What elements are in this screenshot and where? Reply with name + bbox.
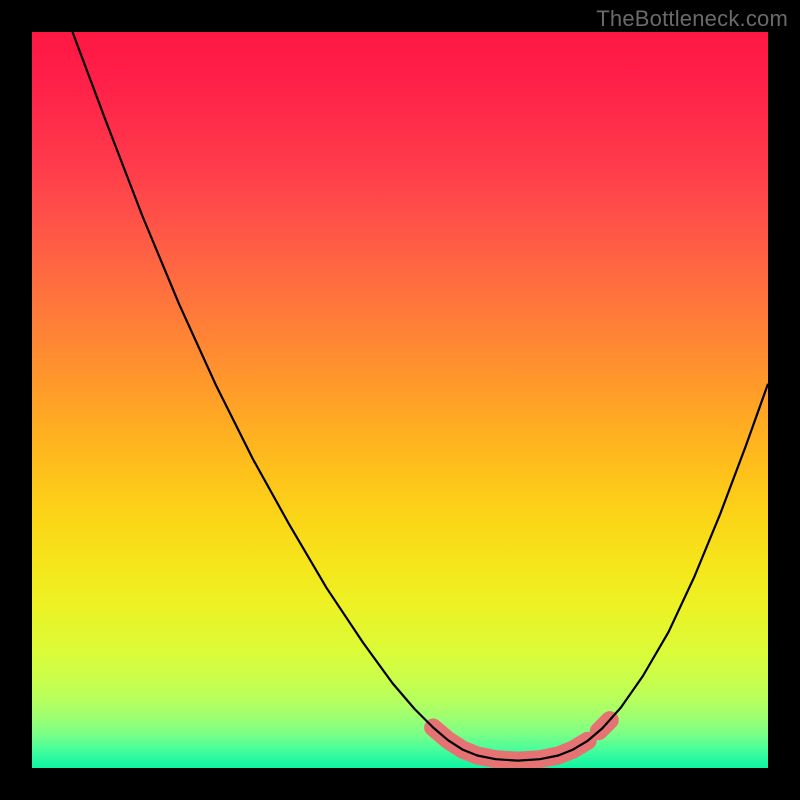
chart-svg bbox=[32, 32, 768, 768]
chart-background bbox=[32, 32, 768, 768]
watermark-label: TheBottleneck.com bbox=[596, 6, 788, 32]
chart-frame: TheBottleneck.com bbox=[0, 0, 800, 800]
plot-area bbox=[32, 32, 768, 768]
